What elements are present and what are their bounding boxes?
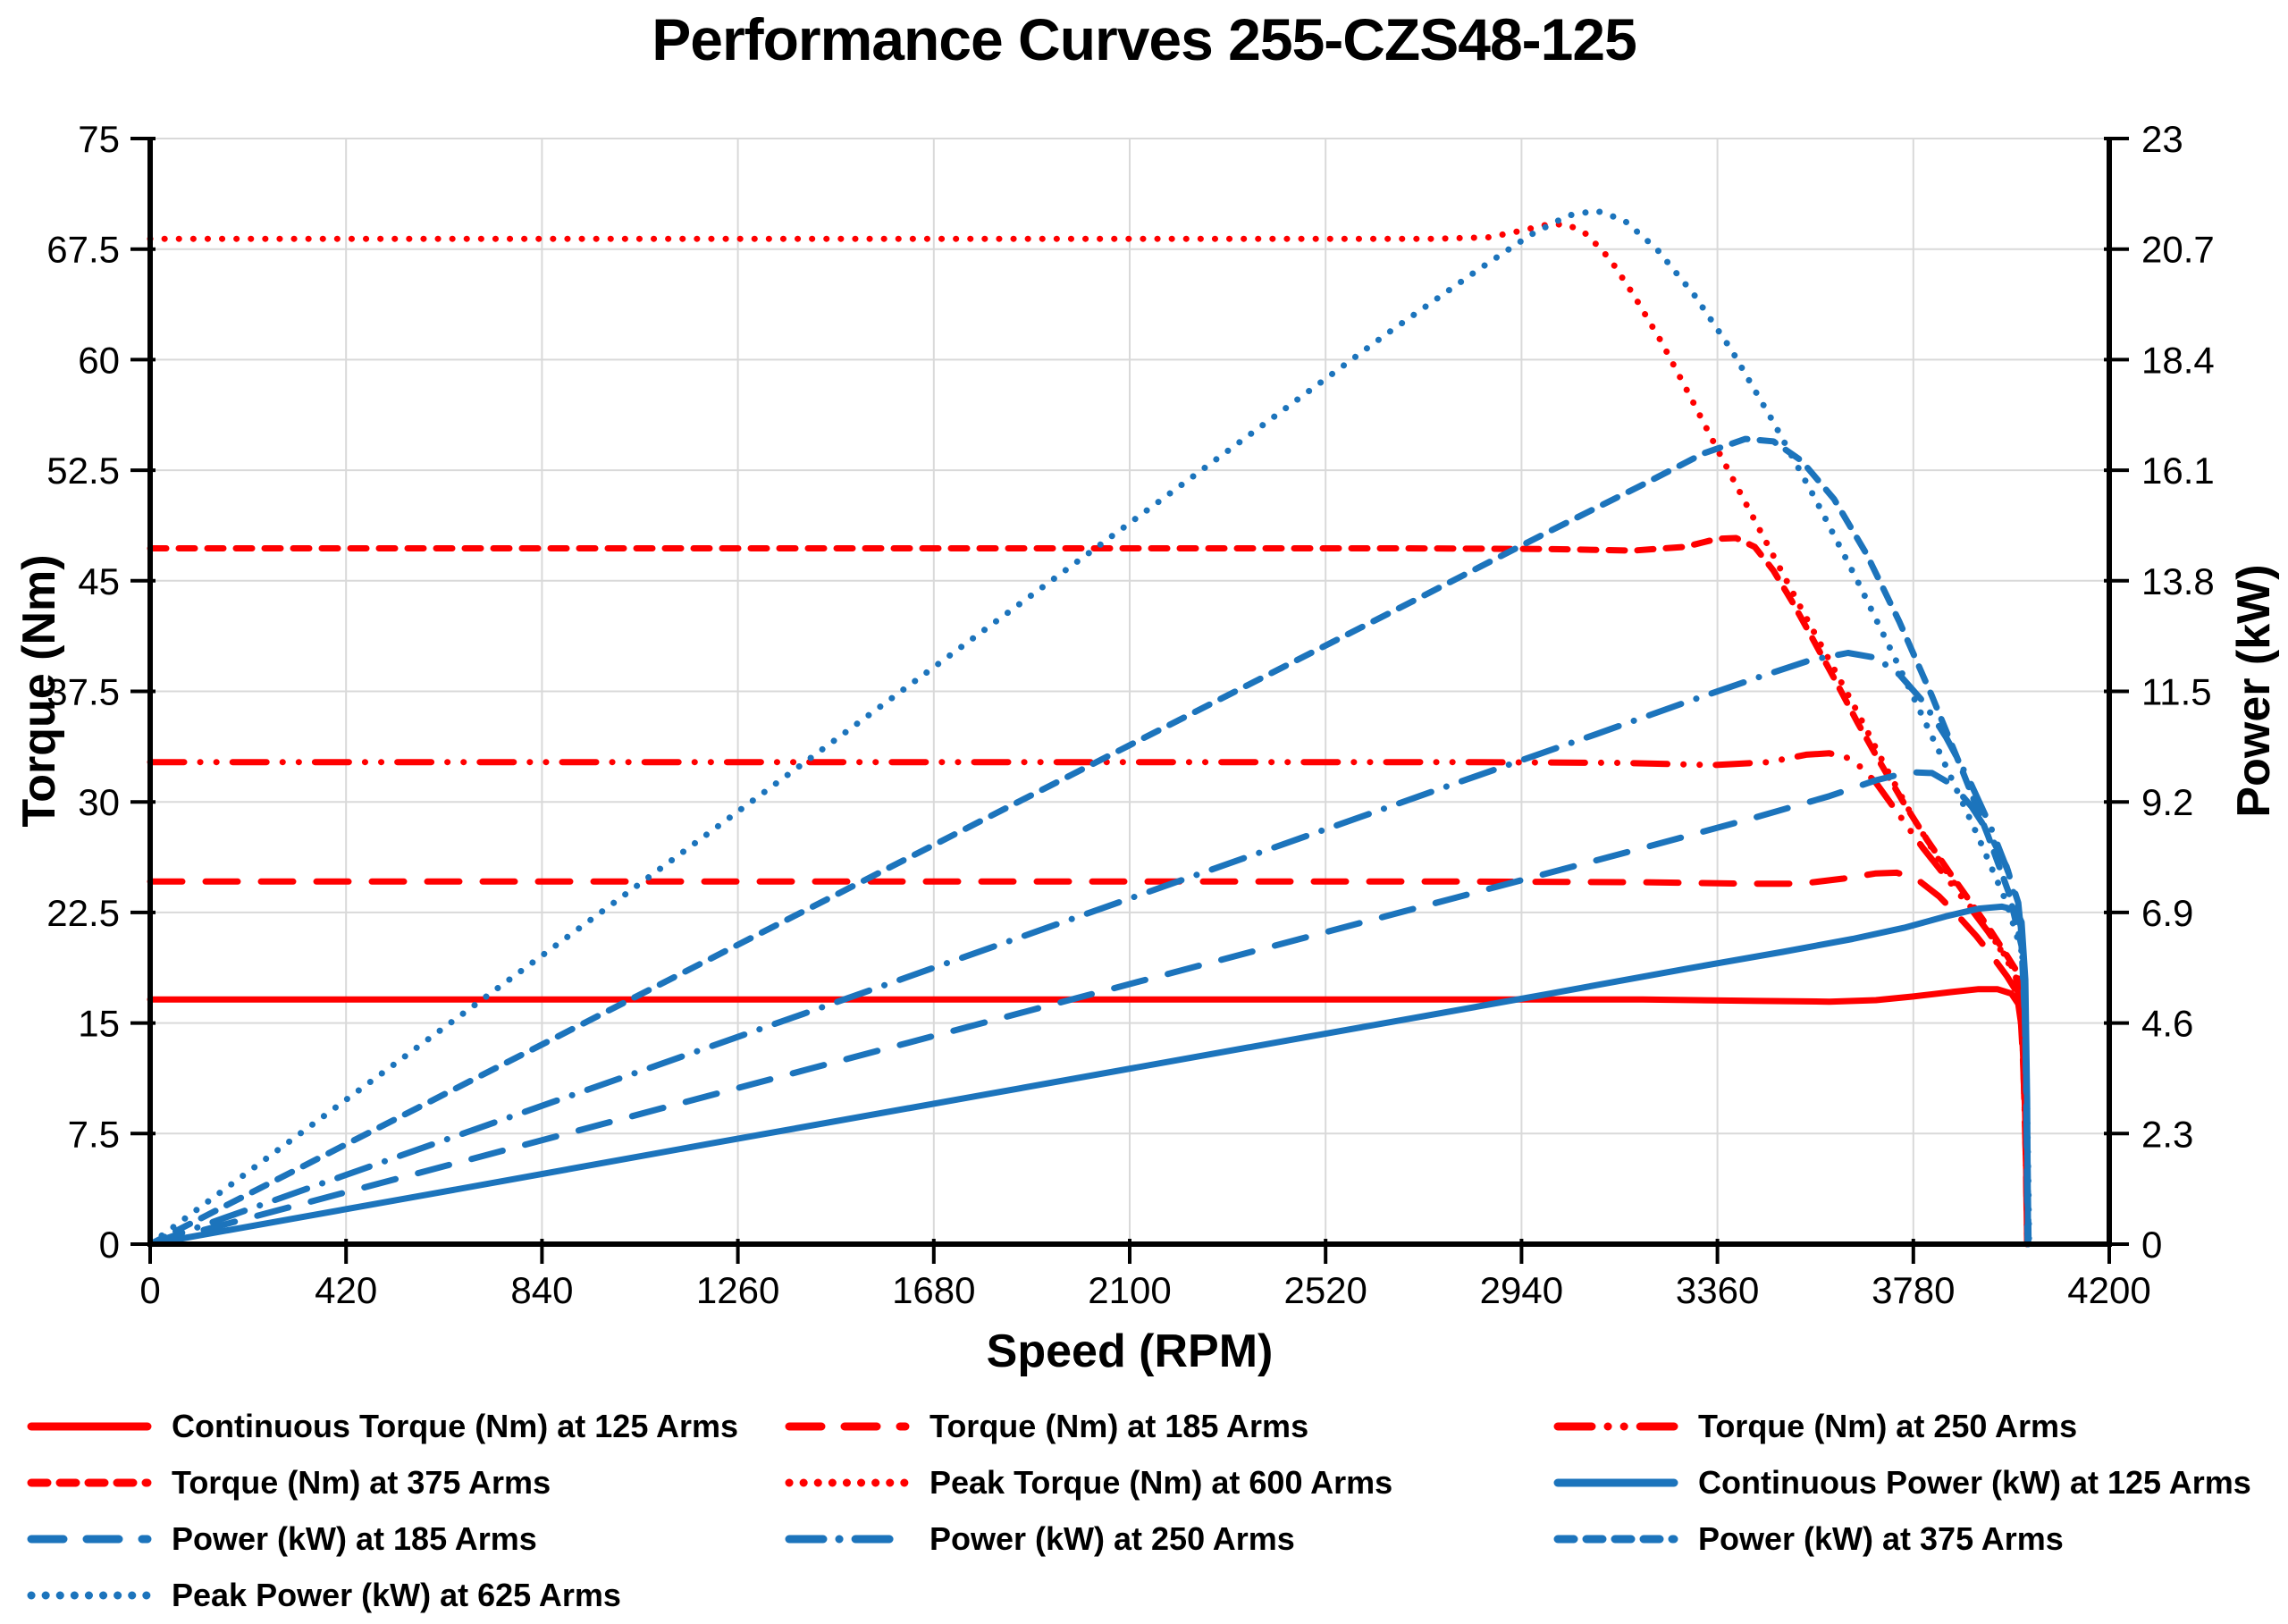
x-tick-label: 420 <box>315 1269 377 1311</box>
y-right-tick-label: 18.4 <box>2141 339 2215 381</box>
y-right-tick-label: 16.1 <box>2141 450 2215 492</box>
x-tick-label: 3780 <box>1872 1269 1955 1311</box>
y-right-tick-label: 11.5 <box>2141 671 2212 713</box>
y-left-tick-label: 37.5 <box>46 671 120 713</box>
y-right-tick-label: 0 <box>2141 1224 2162 1266</box>
y-left-tick-label: 75 <box>78 118 120 160</box>
y-left-tick-label: 45 <box>78 560 120 602</box>
y-right-tick-label: 4.6 <box>2141 1003 2193 1045</box>
y-right-tick-label: 20.7 <box>2141 229 2215 271</box>
x-tick-label: 4200 <box>2067 1269 2150 1311</box>
y-left-tick-label: 7.5 <box>68 1113 120 1155</box>
series-torque-250-curve <box>147 750 2031 1248</box>
series-peak-torque-600-curve <box>147 221 2031 1248</box>
y-right-tick-label: 6.9 <box>2141 892 2193 934</box>
chart-title: Performance Curves 255-CZS48-125 <box>652 6 1637 72</box>
y-right-tick-label: 9.2 <box>2141 781 2193 823</box>
series-continuous-power-125-curve <box>147 903 2031 1248</box>
y-left-tick-label: 0 <box>99 1224 120 1266</box>
y-axis-title-torque: Torque (Nm) <box>13 554 65 828</box>
y-left-tick-label: 22.5 <box>46 892 120 934</box>
y-right-tick-label: 2.3 <box>2141 1113 2193 1155</box>
series-power-375-curve <box>147 435 2032 1248</box>
x-axis-title: Speed (RPM) <box>986 1325 1274 1377</box>
y-left-tick-label: 52.5 <box>46 450 120 492</box>
y-right-tick-label: 23 <box>2141 118 2183 160</box>
series-power-185-curve <box>147 769 2031 1248</box>
x-tick-label: 3360 <box>1676 1269 1759 1311</box>
x-tick-label: 2520 <box>1283 1269 1367 1311</box>
x-tick-label: 1260 <box>696 1269 779 1311</box>
y-left-tick-label: 67.5 <box>46 229 120 271</box>
y-left-tick-label: 30 <box>78 781 120 823</box>
series-torque-375-curve <box>147 534 2031 1248</box>
x-tick-label: 0 <box>139 1269 160 1311</box>
y-left-tick-label: 60 <box>78 339 120 381</box>
y-left-tick-label: 15 <box>78 1003 120 1045</box>
x-tick-label: 2100 <box>1088 1269 1171 1311</box>
y-right-tick-label: 13.8 <box>2141 560 2215 602</box>
x-tick-label: 1680 <box>892 1269 975 1311</box>
x-tick-label: 2940 <box>1480 1269 1563 1311</box>
y-axis-title-power: Power (kW) <box>2228 564 2280 818</box>
series-continuous-torque-125-curve <box>147 986 2031 1248</box>
series-torque-185-curve <box>147 869 2031 1248</box>
series-peak-power-625-curve <box>147 207 2032 1248</box>
series-power-250-curve <box>147 650 2031 1248</box>
x-tick-label: 840 <box>510 1269 573 1311</box>
